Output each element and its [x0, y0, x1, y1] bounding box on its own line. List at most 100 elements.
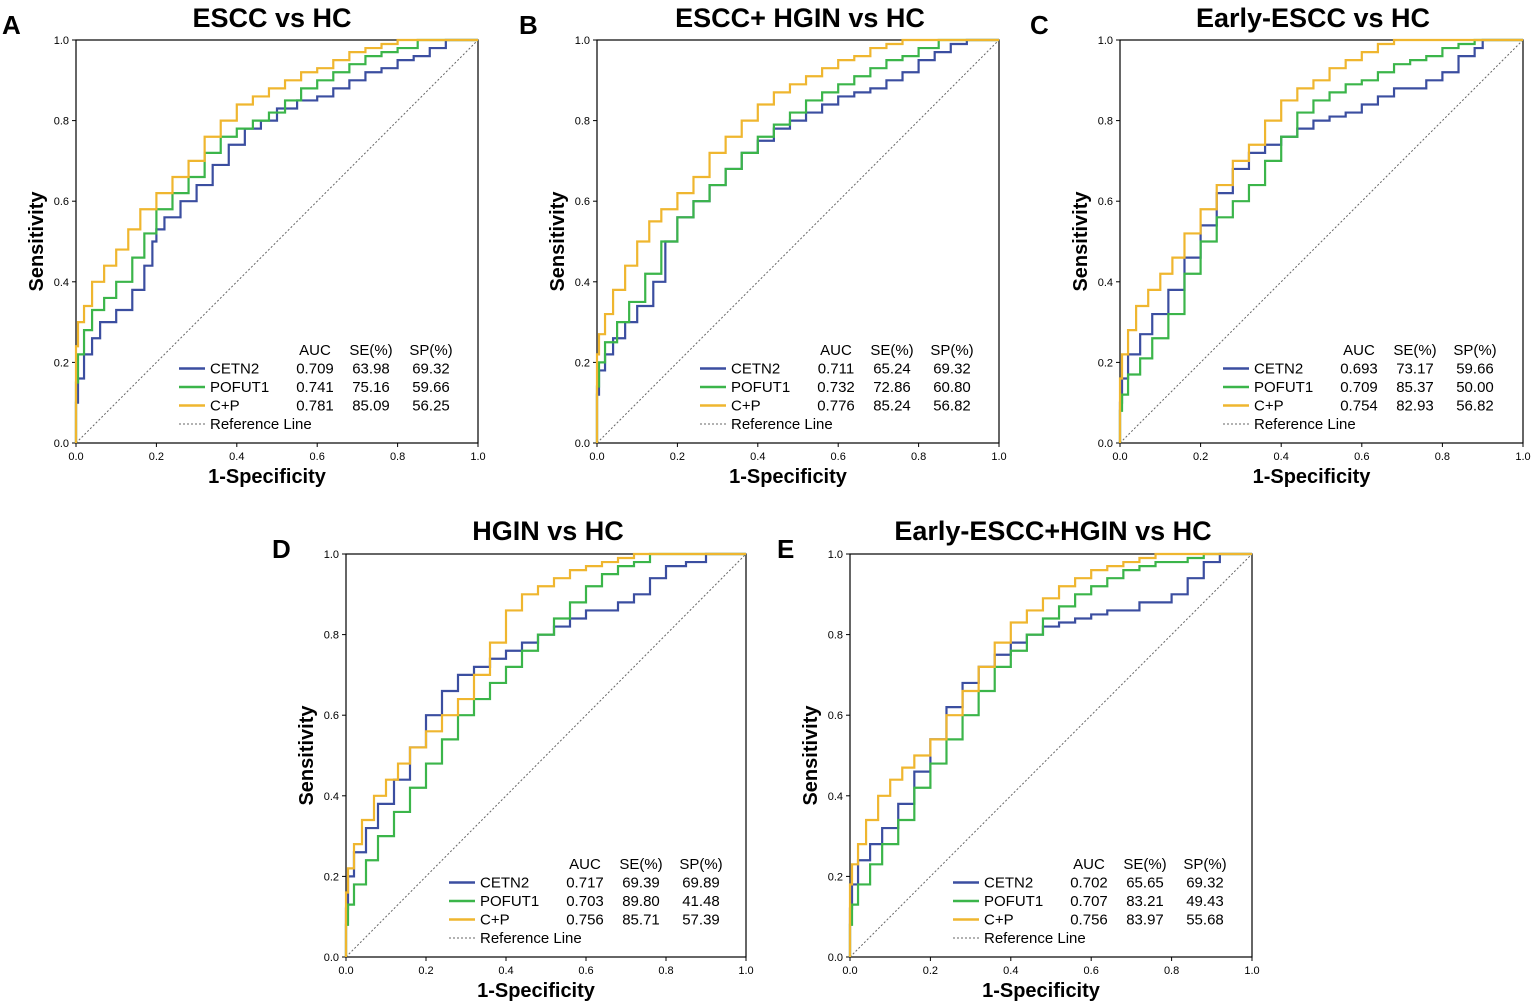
y-tick-label: 0.2	[575, 357, 590, 369]
y-axis-label: Sensitivity	[547, 191, 569, 292]
x-tick-label: 0.0	[842, 965, 857, 977]
legend-header: AUC	[569, 856, 601, 873]
legend-stat-value: 63.98	[352, 361, 390, 378]
legend-series-name: C+P	[480, 912, 510, 929]
legend-reference-label: Reference Line	[731, 416, 833, 433]
legend-stat-value: 69.32	[1186, 875, 1224, 892]
x-tick-label: 0.2	[418, 965, 433, 977]
legend-stat-value: 89.80	[622, 893, 660, 910]
x-tick-label: 0.8	[390, 451, 405, 463]
panel-letter: C	[1030, 10, 1049, 40]
x-tick-label: 0.2	[149, 451, 164, 463]
y-tick-label: 0.0	[54, 438, 69, 450]
legend-header: SP(%)	[1183, 856, 1226, 873]
legend-series-name: CETN2	[1254, 361, 1303, 378]
legend-stat-value: 85.37	[1396, 379, 1434, 396]
legend-series-name: CETN2	[731, 361, 780, 378]
chart-title: Early-ESCC+HGIN vs HC	[894, 516, 1211, 546]
legend-stat-value: 0.703	[566, 893, 604, 910]
roc-panel-d: D HGIN vs HC 0.00.0 0.2 0.2 0.4 0.4 0.6 0.6 0.8 0.…	[272, 516, 754, 1002]
legend-stat-value: 82.93	[1396, 398, 1434, 415]
chart-title: HGIN vs HC	[472, 516, 624, 546]
legend-reference-label: Reference Line	[210, 416, 312, 433]
roc-curve-cetn2	[344, 552, 746, 957]
y-tick-label: 0.4	[828, 791, 843, 803]
x-tick-label: 0.0	[68, 451, 83, 463]
x-tick-label: 0.6	[1084, 965, 1099, 977]
y-tick-label: 0.4	[54, 277, 69, 289]
x-tick-label: 0.4	[750, 451, 765, 463]
legend-reference-label: Reference Line	[1254, 416, 1356, 433]
legend-header: SP(%)	[1453, 342, 1496, 359]
reference-line	[75, 39, 479, 444]
y-tick-label: 0.2	[1098, 357, 1113, 369]
y-tick-label: 0.6	[828, 710, 843, 722]
plot-frame	[75, 39, 479, 444]
x-tick-label: 0.4	[229, 451, 244, 463]
y-tick-label: 0.6	[1098, 196, 1113, 208]
legend-stat-value: 73.17	[1396, 361, 1434, 378]
y-axis-label: Sensitivity	[1070, 191, 1092, 292]
roc-curve-cpp	[848, 552, 1252, 957]
legend-header: SE(%)	[1123, 856, 1166, 873]
x-tick-label: 1.0	[1244, 965, 1259, 977]
legend-stat-value: 41.48	[682, 893, 720, 910]
legend-stat-value: 69.32	[412, 361, 450, 378]
panel-letter: A	[2, 10, 21, 40]
roc-curve-cpp	[595, 38, 999, 443]
y-tick-label: 0.4	[575, 277, 590, 289]
y-axis-label: Sensitivity	[296, 705, 318, 806]
x-axis-label: 1-Specificity	[1253, 466, 1372, 488]
roc-curve-cpp	[1118, 38, 1523, 443]
legend-stat-value: 55.68	[1186, 912, 1224, 929]
legend-stat-value: 85.71	[622, 912, 660, 929]
y-tick-label: 0.0	[575, 438, 590, 450]
legend-stat-value: 0.732	[817, 379, 855, 396]
legend-header: SE(%)	[619, 856, 662, 873]
legend-stat-value: 0.711	[818, 361, 854, 378]
legend-stat-value: 65.24	[873, 361, 911, 378]
y-tick-label: 0.6	[324, 710, 339, 722]
x-tick-label: 0.6	[310, 451, 325, 463]
x-tick-label: 0.6	[831, 451, 846, 463]
x-tick-label: 0.6	[1354, 451, 1369, 463]
x-tick-label: 0.2	[1193, 451, 1208, 463]
legend-stat-value: 83.21	[1126, 893, 1164, 910]
legend-series-name: C+P	[1254, 398, 1284, 415]
reference-line	[1119, 39, 1524, 444]
x-axis-label: 1-Specificity	[477, 980, 596, 1002]
x-tick-label: 0.4	[1003, 965, 1018, 977]
panel-letter: D	[272, 534, 291, 564]
chart-title: Early-ESCC vs HC	[1196, 3, 1430, 33]
x-tick-label: 1.0	[738, 965, 753, 977]
y-tick-label: 0.2	[828, 871, 843, 883]
legend-stat-value: 83.97	[1126, 912, 1164, 929]
legend-series-name: POFUT1	[731, 379, 790, 396]
plot-frame	[596, 39, 1000, 444]
reference-line	[596, 39, 1000, 444]
legend-stat-value: 85.24	[873, 398, 911, 415]
y-tick-label: 0.6	[54, 196, 69, 208]
legend-header: AUC	[299, 342, 331, 359]
x-tick-label: 0.8	[911, 451, 926, 463]
legend-header: SP(%)	[930, 342, 973, 359]
legend-stat-value: 0.702	[1070, 875, 1108, 892]
x-tick-label: 1.0	[470, 451, 485, 463]
legend-stat-value: 0.781	[296, 398, 334, 415]
reference-line	[849, 553, 1253, 958]
y-axis-label: Sensitivity	[800, 705, 822, 806]
plot-frame	[1119, 39, 1524, 444]
legend-stat-value: 0.707	[1070, 893, 1108, 910]
legend-series-name: C+P	[731, 398, 761, 415]
legend-stat-value: 0.754	[1340, 398, 1378, 415]
y-tick-label: 1.0	[324, 549, 339, 561]
legend-stat-value: 59.66	[1456, 361, 1494, 378]
y-tick-label: 0.0	[828, 952, 843, 964]
legend-header: AUC	[820, 342, 852, 359]
roc-curve-pofut1	[74, 38, 478, 443]
y-tick-label: 1.0	[54, 35, 69, 47]
y-tick-label: 0.0	[1098, 438, 1113, 450]
y-tick-label: 0.2	[54, 357, 69, 369]
y-tick-label: 0.6	[575, 196, 590, 208]
